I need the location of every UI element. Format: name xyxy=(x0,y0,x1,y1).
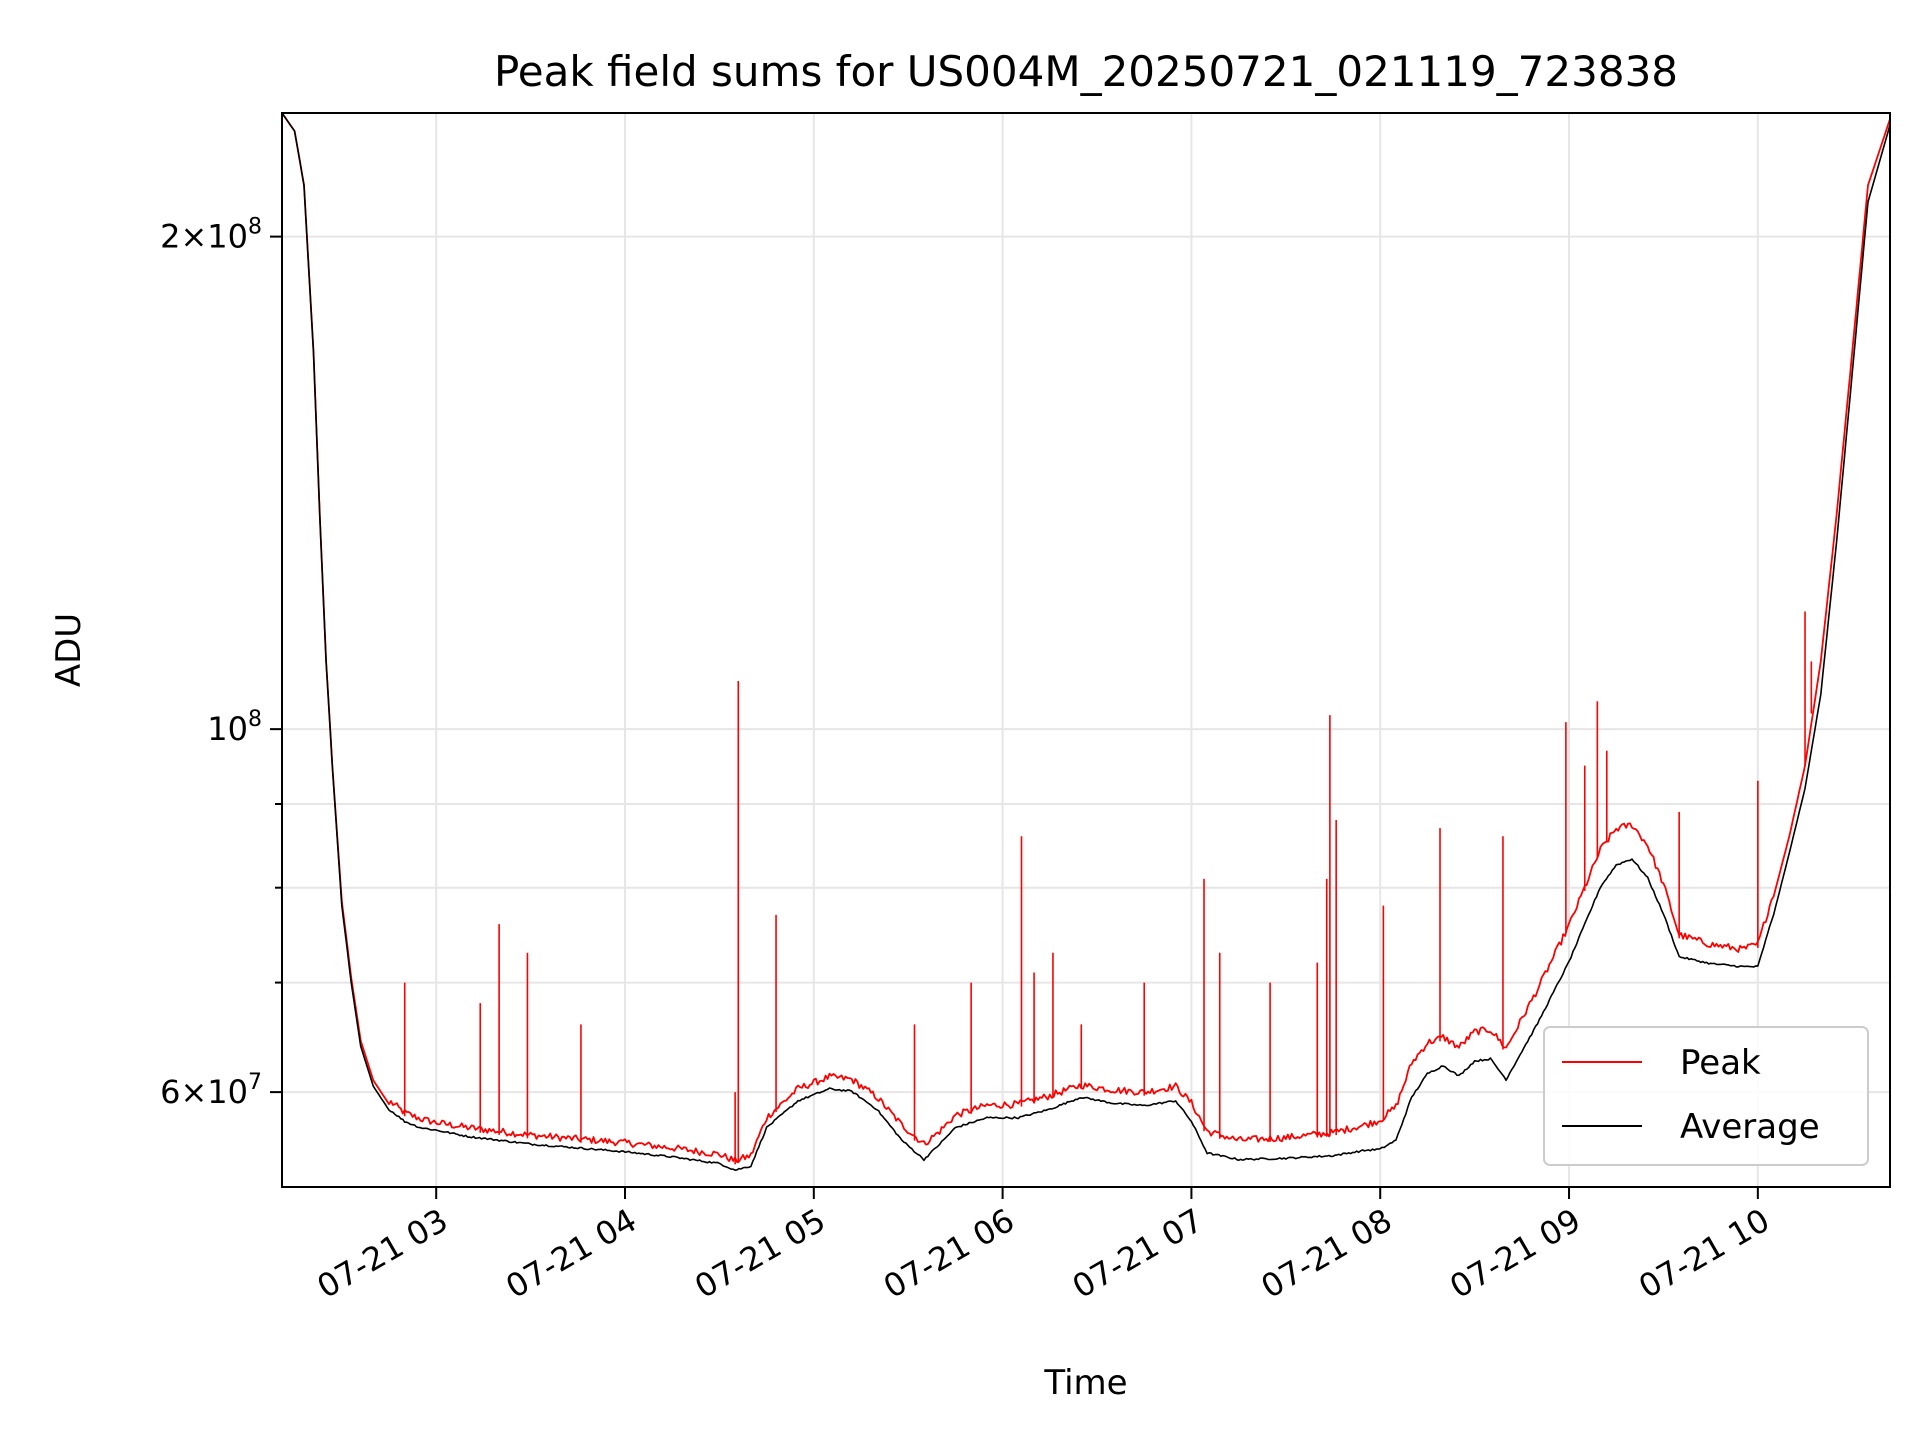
peak-series-line xyxy=(282,113,1890,1163)
plot-frame xyxy=(281,112,1891,1188)
y-tick-label: 108 xyxy=(207,707,262,748)
chart-title: Peak field sums for US004M_20250721_0211… xyxy=(494,47,1678,96)
plot-area xyxy=(282,113,1890,1171)
legend-label-average: Average xyxy=(1680,1107,1820,1147)
y-tick-label: 6×107 xyxy=(160,1070,262,1111)
grid xyxy=(282,113,1890,1187)
legend: Peak Average xyxy=(1543,1026,1869,1166)
x-axis-label: Time xyxy=(1043,1363,1127,1403)
y-axis-label: ADU xyxy=(49,613,89,687)
y-tick-label: 2×108 xyxy=(160,215,262,256)
average-series-line xyxy=(282,113,1890,1171)
y-axis: 6×107 108 2×108 xyxy=(160,215,282,1111)
legend-label-peak: Peak xyxy=(1680,1043,1761,1083)
